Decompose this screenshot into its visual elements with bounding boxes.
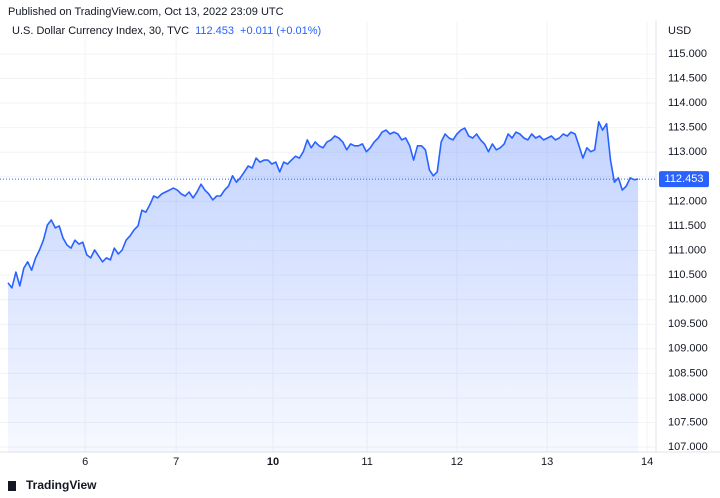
x-tick-label: 13	[541, 456, 553, 468]
y-tick-label: 107.500	[668, 416, 708, 428]
last-price-label: 112.453	[665, 173, 704, 185]
y-tick-label: 115.000	[668, 48, 707, 60]
area	[8, 121, 639, 453]
x-tick-label: 14	[641, 456, 653, 468]
brand: TradingView	[26, 478, 97, 492]
y-tick-label: 107.000	[668, 441, 708, 453]
change: +0.011 (+0.01%)	[240, 25, 321, 37]
publisher: Published on TradingView.com, Oct 13, 20…	[8, 6, 284, 18]
y-tick-label: 113.500	[668, 122, 707, 134]
y-tick-label: 108.500	[668, 367, 708, 379]
x-tick-label: 12	[451, 456, 463, 468]
last-value: 112.453	[195, 25, 234, 37]
y-tick-label: 111.000	[668, 244, 706, 256]
x-tick-label: 7	[173, 456, 179, 468]
y-tick-label: 114.000	[668, 97, 707, 109]
logo	[8, 481, 16, 491]
y-tick-label: 112.000	[668, 195, 707, 207]
y-tick-label: 110.500	[668, 269, 707, 281]
y-tick-label: 114.500	[668, 72, 707, 84]
price-line	[7, 121, 639, 289]
y-tick-label: 109.000	[668, 343, 708, 355]
y-tick-label: 111.500	[668, 220, 706, 232]
y-axis-label: USD	[668, 25, 691, 37]
y-tick-label: 113.000	[668, 146, 707, 158]
last-price-box	[659, 171, 709, 188]
y-tick-label: 109.500	[668, 318, 708, 330]
x-tick-label: 6	[82, 456, 88, 468]
y-tick-label: 110.000	[668, 294, 707, 306]
x-tick-label: 10	[267, 456, 279, 468]
y-tick-label: 108.000	[668, 392, 708, 404]
x-tick-label: 11	[361, 456, 372, 468]
chart-title: U.S. Dollar Currency Index, 30, TVC	[12, 25, 189, 37]
